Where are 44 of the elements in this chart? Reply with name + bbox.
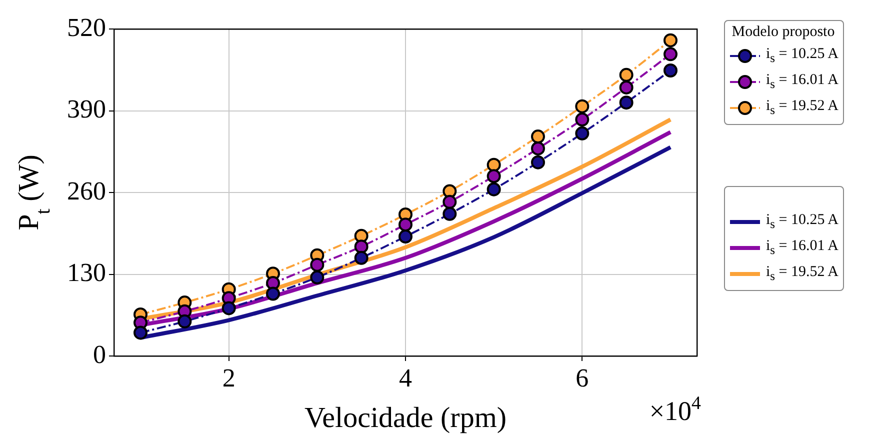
legend-label: i$_{s}$ = 19.52 A bbox=[766, 264, 839, 284]
point bbox=[398, 230, 412, 244]
point bbox=[354, 250, 368, 265]
point bbox=[310, 258, 324, 272]
y-tick-label: 520 bbox=[67, 12, 106, 42]
legend-label: i$_{s}$ = 10.25 A bbox=[766, 46, 839, 66]
point bbox=[486, 169, 501, 184]
y-tick-label: 130 bbox=[67, 258, 106, 288]
point bbox=[619, 96, 634, 110]
point bbox=[664, 64, 678, 78]
legend-label: i$_{s}$ = 16.01 A bbox=[766, 72, 839, 92]
point bbox=[531, 155, 545, 170]
legend-label: i$_{s}$ = 19.52 A bbox=[766, 98, 839, 118]
x-axis-title: Velocidade (rpm) bbox=[304, 402, 507, 434]
point bbox=[442, 194, 457, 209]
legend-label: i$_{s}$ = 10.25 A bbox=[766, 212, 839, 232]
point bbox=[575, 99, 590, 114]
point bbox=[398, 218, 412, 232]
point bbox=[486, 158, 501, 172]
point bbox=[531, 130, 545, 144]
y-tick-label: 390 bbox=[67, 94, 106, 124]
x-tick-label: 6 bbox=[576, 363, 589, 392]
point bbox=[619, 80, 634, 94]
point bbox=[575, 112, 590, 127]
point bbox=[354, 240, 368, 254]
x-tick-label: 2 bbox=[222, 363, 236, 392]
point bbox=[222, 301, 236, 316]
point bbox=[619, 68, 634, 82]
point bbox=[134, 326, 148, 340]
point bbox=[664, 33, 678, 48]
point bbox=[486, 182, 501, 196]
point bbox=[575, 126, 590, 140]
y-tick-label: 260 bbox=[67, 176, 106, 206]
legend-label: i$_{s}$ = 16.01 A bbox=[766, 238, 839, 258]
point bbox=[442, 206, 457, 221]
point bbox=[266, 286, 280, 301]
legend-title: Modelo proposto bbox=[730, 24, 836, 41]
point bbox=[664, 47, 678, 62]
y-axis-title: Pt (W) bbox=[13, 154, 55, 230]
point bbox=[178, 314, 192, 328]
point bbox=[310, 270, 324, 284]
y-tick-label: 0 bbox=[93, 340, 106, 369]
point bbox=[531, 141, 545, 156]
x-tick-label: 4 bbox=[399, 363, 412, 392]
